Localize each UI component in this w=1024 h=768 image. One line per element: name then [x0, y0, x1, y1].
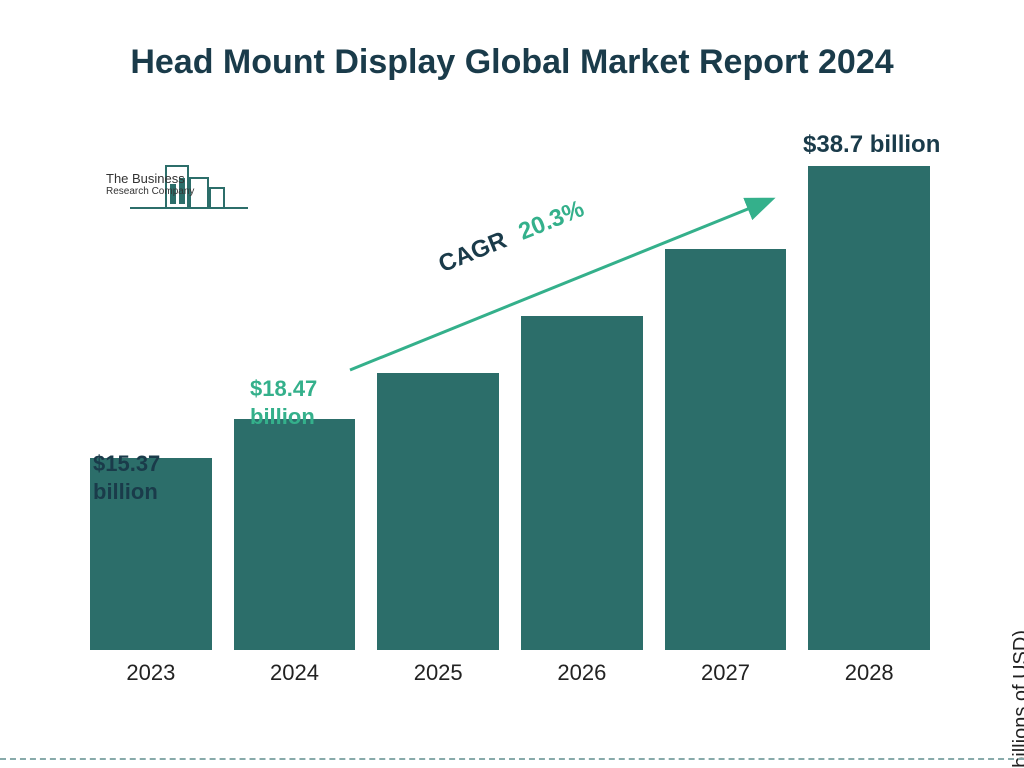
chart-container: Head Mount Display Global Market Report …: [0, 0, 1024, 768]
x-tick-label: 2026: [521, 660, 643, 686]
bar: [234, 419, 356, 650]
x-tick-label: 2023: [90, 660, 212, 686]
bar-slot: 2023: [90, 150, 212, 650]
bar-slot: 2025: [377, 150, 499, 650]
x-tick-label: 2027: [665, 660, 787, 686]
bar: [521, 316, 643, 650]
bar: [665, 249, 787, 650]
x-tick-label: 2028: [808, 660, 930, 686]
bottom-dashed-line: [0, 758, 1024, 760]
y-axis-label: Market Size (in billions of USD): [1010, 630, 1024, 768]
bar: [808, 166, 930, 650]
bar-slot: 2028: [808, 150, 930, 650]
bar-slot: 2027: [665, 150, 787, 650]
bar: [377, 373, 499, 651]
x-tick-label: 2025: [377, 660, 499, 686]
bar-value-label: $38.7 billion: [803, 130, 940, 160]
bar-value-label: $15.37billion: [93, 450, 160, 505]
chart-title: Head Mount Display Global Market Report …: [0, 40, 1024, 84]
x-tick-label: 2024: [234, 660, 356, 686]
bar-value-label: $18.47billion: [250, 375, 317, 430]
